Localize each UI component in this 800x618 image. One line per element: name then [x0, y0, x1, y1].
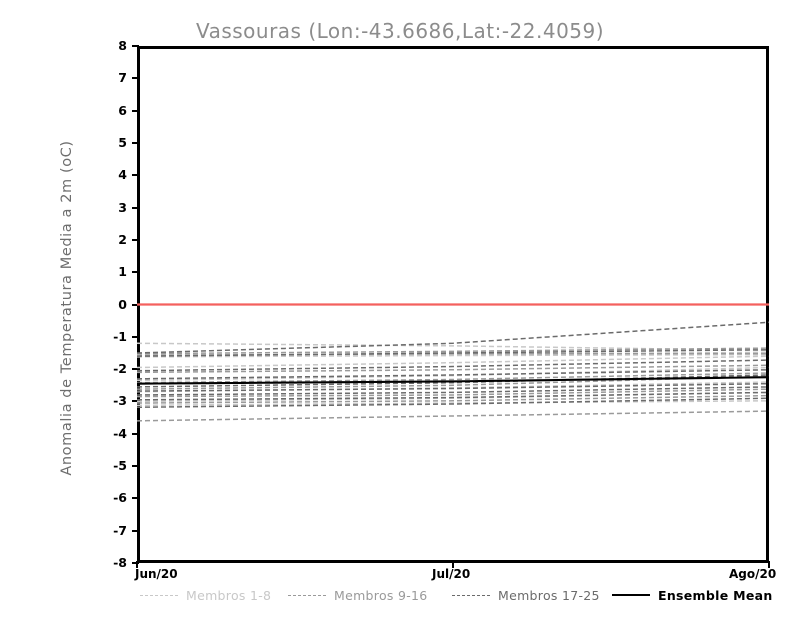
trace-m8 [137, 400, 769, 407]
trace-m15 [137, 394, 769, 404]
y-tick-mark [132, 238, 139, 241]
x-tick-mark [452, 561, 454, 568]
legend-swatch-icon [140, 594, 178, 596]
legend-entry-4[interactable]: Ensemble Mean [612, 585, 773, 605]
y-axis-label: Anomalia de Temperatura Media a 2m (oC) [59, 140, 75, 476]
series-ensemble-mean [137, 376, 769, 385]
y-tick-label: -6 [113, 490, 127, 506]
plot-lines [137, 303, 769, 422]
trace-m17 [137, 321, 769, 354]
trace-m3 [137, 353, 769, 358]
trace-m13 [137, 375, 769, 390]
x-tick-mark [768, 561, 770, 568]
y-tick-label: 1 [118, 264, 127, 280]
trace-m25 [137, 397, 769, 408]
y-tick-mark [132, 303, 139, 306]
y-tick-mark [132, 497, 139, 500]
trace-m4 [137, 355, 769, 369]
chart-title: Vassouras (Lon:-43.6686,Lat:-22.4059) [195, 19, 605, 43]
y-tick-label: 0 [118, 296, 127, 312]
y-tick-mark [132, 529, 139, 532]
y-tick-label: -1 [113, 328, 127, 344]
y-tick-mark [132, 271, 139, 274]
chart-legend: Membros 1-8 Membros 9-16 Membros 17-25 Ense… [0, 585, 800, 607]
legend-swatch-icon [612, 594, 650, 596]
y-tick-label: -5 [113, 458, 127, 474]
trace-m18 [137, 348, 769, 357]
trace-m11 [137, 364, 769, 374]
y-tick-label: -3 [113, 393, 127, 409]
y-tick-mark [132, 400, 139, 403]
y-tick-label: 5 [118, 134, 127, 150]
y-tick-mark [132, 368, 139, 371]
trace-m19 [137, 359, 769, 372]
y-tick-mark [132, 465, 139, 468]
y-tick-label: -2 [113, 361, 127, 377]
y-tick-label: 7 [118, 70, 127, 86]
trace-mean [137, 376, 769, 385]
y-tick-label: 3 [118, 199, 127, 215]
trace-m14 [137, 388, 769, 398]
legend-entry-2[interactable]: Membros 9-16 [288, 585, 428, 605]
y-tick-label: -8 [113, 555, 127, 570]
y-tick-mark [132, 174, 139, 177]
y-tick-mark [132, 141, 139, 144]
series-membros-9-16 [137, 347, 769, 422]
legend-label: Membros 17-25 [498, 587, 600, 603]
y-tick-label: -7 [113, 522, 127, 538]
legend-label: Membros 1-8 [186, 587, 272, 603]
y-tick-mark [132, 335, 139, 338]
trace-m22 [137, 382, 769, 392]
y-tick-mark [132, 45, 139, 47]
trace-m24 [137, 391, 769, 401]
trace-m23 [137, 386, 769, 396]
legend-label: Ensemble Mean [658, 587, 773, 603]
y-tick-label: -4 [113, 425, 127, 441]
y-tick-label: 8 [118, 38, 127, 53]
y-tick-mark [132, 432, 139, 435]
legend-entry-1[interactable]: Membros 1-8 [140, 585, 271, 605]
trace-m1 [137, 342, 769, 352]
x-tick-mark [136, 561, 138, 568]
trace-m9 [137, 347, 769, 355]
y-tick-mark [132, 77, 139, 80]
y-tick-mark [132, 206, 139, 209]
y-tick-label: 6 [118, 102, 127, 118]
x-tick-label: Jun/20 [135, 567, 178, 581]
y-tick-mark [132, 562, 139, 564]
y-tick-mark [132, 109, 139, 112]
legend-swatch-icon [288, 594, 326, 596]
x-tick-label: Jul/20 [432, 567, 471, 581]
trace-m12 [137, 372, 769, 384]
legend-label: Membros 9-16 [334, 587, 428, 603]
trace-m21 [137, 374, 769, 388]
legend-swatch-icon [452, 594, 490, 596]
series-membros-17-25 [137, 321, 769, 408]
x-tick-label: Ago/20 [729, 567, 777, 581]
y-tick-label: 4 [118, 167, 127, 183]
trace-m20 [137, 369, 769, 380]
trace-m16 [137, 410, 769, 422]
y-tick-label: 2 [118, 231, 127, 247]
legend-entry-3[interactable]: Membros 17-25 [452, 585, 600, 605]
